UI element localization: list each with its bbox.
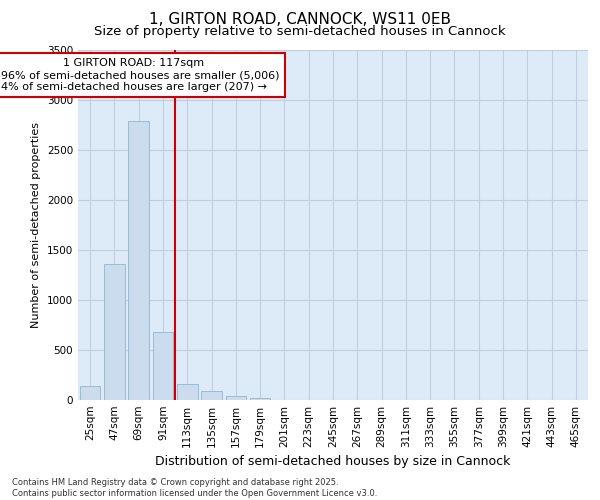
X-axis label: Distribution of semi-detached houses by size in Cannock: Distribution of semi-detached houses by … [155, 456, 511, 468]
Bar [177, 384, 197, 400]
Y-axis label: Number of semi-detached properties: Number of semi-detached properties [31, 122, 41, 328]
Text: Size of property relative to semi-detached houses in Cannock: Size of property relative to semi-detach… [94, 25, 506, 38]
Bar [104, 264, 125, 400]
Bar [201, 390, 222, 400]
Text: 1 GIRTON ROAD: 117sqm
← 96% of semi-detached houses are smaller (5,006)
4% of se: 1 GIRTON ROAD: 117sqm ← 96% of semi-deta… [0, 58, 280, 92]
Bar [152, 332, 173, 400]
Text: Contains HM Land Registry data © Crown copyright and database right 2025.
Contai: Contains HM Land Registry data © Crown c… [12, 478, 377, 498]
Bar [250, 398, 271, 400]
Bar [80, 386, 100, 400]
Bar [226, 396, 246, 400]
Bar [128, 121, 149, 400]
Text: 1, GIRTON ROAD, CANNOCK, WS11 0EB: 1, GIRTON ROAD, CANNOCK, WS11 0EB [149, 12, 451, 28]
